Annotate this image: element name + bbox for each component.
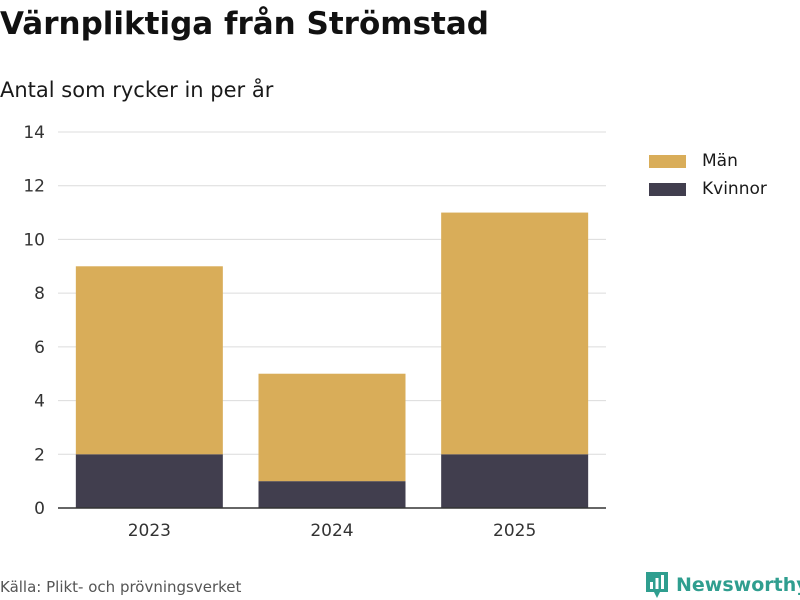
bar-kvinnor-2024: [258, 481, 406, 508]
bar-m-n-2025: [441, 212, 589, 455]
legend-swatch-man: [649, 154, 686, 168]
y-tick-label-14: 14: [23, 123, 45, 143]
x-tick-label-2023: 2023: [128, 521, 171, 541]
chart-title: Värnpliktiga från Strömstad: [0, 6, 489, 42]
y-tick-label-8: 8: [34, 284, 45, 304]
y-tick-label-4: 4: [34, 392, 45, 412]
newsworthy-logo-icon: [646, 572, 668, 598]
y-tick-label-6: 6: [34, 338, 45, 358]
brand-name: Newsworthy: [676, 574, 800, 596]
y-tick-label-2: 2: [34, 445, 45, 465]
y-tick-label-10: 10: [23, 230, 45, 250]
legend: Män Kvinnor: [649, 147, 767, 203]
bar-m-n-2024: [258, 373, 406, 482]
y-tick-label-12: 12: [23, 177, 45, 197]
y-tick-label-0: 0: [34, 499, 45, 519]
x-tick-label-2024: 2024: [310, 521, 353, 541]
legend-swatch-kvinnor: [649, 182, 686, 196]
bar-m-n-2023: [75, 266, 223, 455]
legend-item-kvinnor: Kvinnor: [649, 175, 767, 203]
x-tick-label-2025: 2025: [493, 521, 536, 541]
bar-kvinnor-2023: [75, 454, 223, 508]
legend-item-man: Män: [649, 147, 767, 175]
bar-kvinnor-2025: [441, 454, 589, 508]
legend-label-man: Män: [702, 151, 738, 171]
source-note: Källa: Plikt- och prövningsverket: [0, 578, 242, 596]
brand-logo: Newsworthy: [644, 570, 800, 600]
legend-label-kvinnor: Kvinnor: [702, 179, 767, 199]
chart-subtitle: Antal som rycker in per år: [0, 78, 274, 102]
